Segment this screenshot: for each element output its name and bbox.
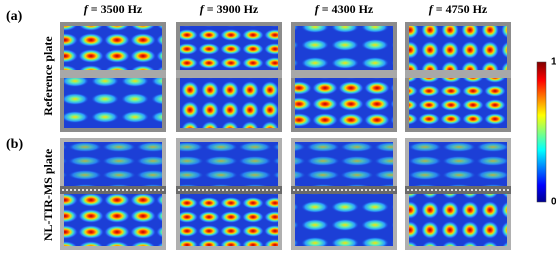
divider xyxy=(291,70,397,78)
frequency-symbol: f xyxy=(84,2,89,16)
frequency-value: = 4750 Hz xyxy=(436,2,488,16)
frequency-symbol: f xyxy=(315,2,320,16)
colorbar xyxy=(536,61,547,203)
frequency-label: f = 4300 Hz xyxy=(315,2,374,16)
mode-pattern xyxy=(409,142,507,186)
mode-pattern xyxy=(409,26,507,70)
mode-pattern xyxy=(180,194,278,246)
plates xyxy=(60,22,511,250)
mode-pattern xyxy=(409,78,507,128)
frequency-value: = 4300 Hz xyxy=(322,2,374,16)
mode-pattern xyxy=(180,78,278,128)
divider xyxy=(405,70,511,78)
mode-pattern xyxy=(295,142,393,186)
mode-pattern xyxy=(295,26,393,70)
mode-pattern xyxy=(64,142,162,186)
panel-label: (a) xyxy=(6,9,23,24)
mode-pattern xyxy=(180,142,278,186)
mode-pattern xyxy=(180,26,278,70)
metasurface-strip xyxy=(291,186,397,194)
mode-pattern xyxy=(295,78,393,128)
divider xyxy=(176,70,282,78)
frequency-value: = 3500 Hz xyxy=(91,2,143,16)
divider xyxy=(60,70,166,78)
mode-pattern xyxy=(64,78,162,128)
frequency-label: f = 4750 Hz xyxy=(429,2,488,16)
metasurface-strip xyxy=(405,186,511,194)
row-label: Reference plate xyxy=(41,36,55,116)
mode-pattern xyxy=(64,26,162,70)
panel-label: (b) xyxy=(6,137,23,152)
colorbar-min: 0 xyxy=(551,197,556,208)
frequency-value: = 3900 Hz xyxy=(207,2,259,16)
mode-pattern xyxy=(64,194,162,246)
mode-pattern xyxy=(409,194,507,246)
mode-pattern xyxy=(295,194,393,246)
colorbar-max: 1 xyxy=(551,57,556,68)
frequency-label: f = 3500 Hz xyxy=(84,2,143,16)
metasurface-strip xyxy=(60,186,166,194)
metasurface-strip xyxy=(176,186,282,194)
row-label: NL-TIR-MS plate xyxy=(41,148,55,241)
frequency-symbol: f xyxy=(429,2,434,16)
frequency-label: f = 3900 Hz xyxy=(200,2,259,16)
frequency-symbol: f xyxy=(200,2,205,16)
